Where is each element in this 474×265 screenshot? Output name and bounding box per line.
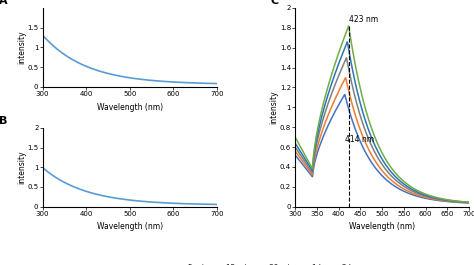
5 min — [428, 198, 434, 201]
5 min — [342, 93, 347, 96]
2 h — [310, 160, 316, 163]
15 min — [369, 154, 375, 157]
1 h — [345, 41, 350, 44]
15 min — [292, 149, 298, 153]
2 h — [369, 128, 375, 131]
30 min — [369, 145, 375, 148]
30 min — [431, 197, 437, 200]
Text: C: C — [271, 0, 279, 6]
Line: 30 min: 30 min — [295, 58, 469, 202]
Line: 1 h: 1 h — [295, 42, 469, 202]
30 min — [363, 130, 369, 133]
2 h — [346, 24, 352, 28]
15 min — [428, 197, 434, 200]
5 min — [292, 153, 298, 157]
2 h — [412, 188, 418, 191]
5 min — [369, 162, 375, 165]
5 min — [466, 201, 472, 205]
2 h — [466, 201, 472, 204]
Line: 2 h: 2 h — [295, 26, 469, 202]
1 h — [466, 201, 472, 204]
1 h — [431, 196, 437, 199]
Y-axis label: intensity: intensity — [17, 30, 26, 64]
Line: 15 min: 15 min — [295, 78, 469, 203]
1 h — [292, 142, 298, 145]
15 min — [363, 142, 369, 145]
2 h — [431, 195, 437, 198]
Text: A: A — [0, 0, 8, 6]
Text: B: B — [0, 116, 8, 126]
30 min — [344, 56, 349, 60]
15 min — [412, 192, 418, 196]
Text: 414 nm: 414 nm — [345, 135, 374, 144]
5 min — [412, 194, 418, 197]
Text: 423 nm: 423 nm — [349, 15, 378, 24]
30 min — [428, 196, 434, 199]
15 min — [310, 168, 316, 171]
5 min — [431, 198, 437, 201]
2 h — [292, 136, 298, 139]
5 min — [363, 151, 369, 154]
1 h — [412, 189, 418, 192]
1 h — [310, 163, 316, 166]
Legend: 5 min, 15 min, 30 min, 1 h, 2 h: 5 min, 15 min, 30 min, 1 h, 2 h — [172, 261, 356, 265]
Y-axis label: intensity: intensity — [269, 91, 278, 124]
1 h — [428, 195, 434, 198]
2 h — [428, 195, 434, 198]
15 min — [466, 201, 472, 204]
X-axis label: Wavelength (nm): Wavelength (nm) — [97, 222, 163, 231]
15 min — [343, 76, 348, 79]
30 min — [412, 191, 418, 194]
30 min — [310, 165, 316, 169]
1 h — [363, 120, 369, 123]
Y-axis label: intensity: intensity — [17, 151, 26, 184]
X-axis label: Wavelength (nm): Wavelength (nm) — [97, 103, 163, 112]
15 min — [431, 198, 437, 201]
X-axis label: Wavelength (nm): Wavelength (nm) — [349, 222, 415, 231]
30 min — [466, 201, 472, 204]
5 min — [310, 171, 316, 174]
Line: 5 min: 5 min — [295, 95, 469, 203]
30 min — [292, 145, 298, 149]
2 h — [363, 108, 369, 111]
1 h — [369, 137, 375, 140]
